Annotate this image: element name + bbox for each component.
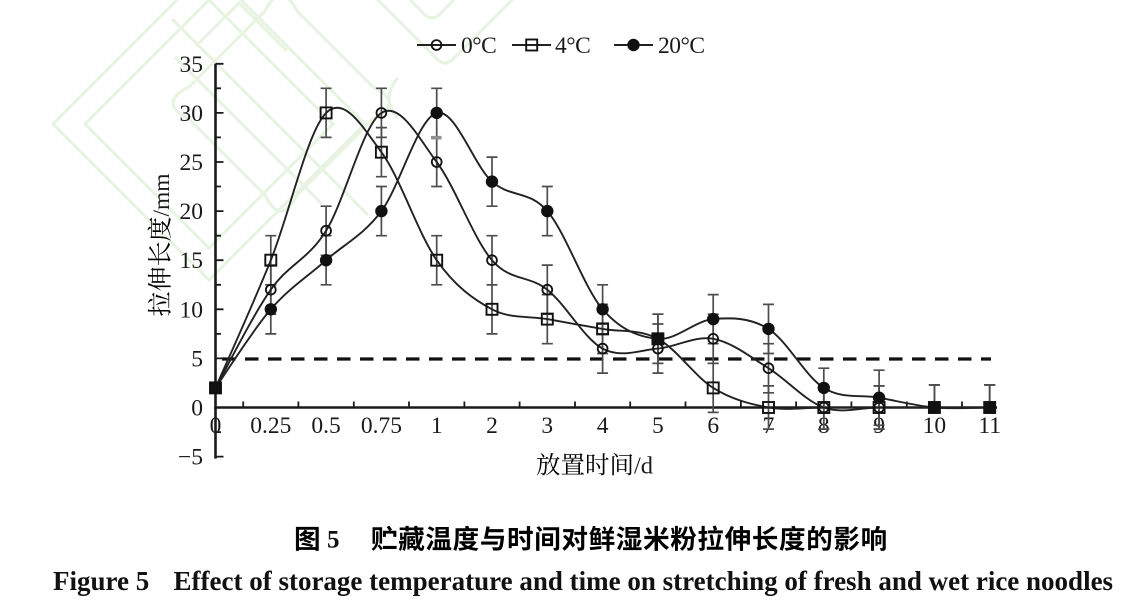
svg-text:−5: −5 — [178, 445, 203, 471]
svg-text:25: 25 — [180, 150, 204, 176]
svg-text:6: 6 — [707, 413, 719, 439]
svg-text:10: 10 — [923, 413, 947, 439]
svg-text:0.5: 0.5 — [311, 413, 340, 439]
svg-text:2: 2 — [486, 413, 498, 439]
svg-text:11: 11 — [978, 413, 1001, 439]
svg-text:0°C: 0°C — [461, 33, 496, 59]
svg-text:30: 30 — [180, 101, 204, 127]
svg-text:5: 5 — [191, 346, 203, 372]
svg-text:5: 5 — [652, 413, 664, 439]
svg-text:/d: /d — [634, 453, 653, 480]
svg-text:4°C: 4°C — [555, 33, 590, 59]
svg-text:4: 4 — [597, 413, 609, 439]
svg-text:5: 5 — [327, 527, 340, 554]
svg-text:20°C: 20°C — [658, 33, 705, 59]
svg-text:Figure 5: Figure 5 — [53, 566, 149, 596]
svg-text:1: 1 — [431, 413, 443, 439]
svg-text:3: 3 — [541, 413, 553, 439]
svg-text:0: 0 — [191, 396, 203, 422]
svg-text:15: 15 — [180, 248, 204, 274]
svg-text:20: 20 — [180, 199, 204, 225]
svg-text:10: 10 — [180, 297, 204, 323]
svg-text:/mm: /mm — [149, 173, 175, 216]
svg-text:0.25: 0.25 — [250, 413, 291, 439]
svg-text:35: 35 — [180, 52, 204, 78]
svg-text:Effect of storage temperature: Effect of storage temperature and time o… — [174, 566, 1114, 596]
svg-text:0.75: 0.75 — [361, 413, 402, 439]
svg-text:0: 0 — [210, 413, 222, 439]
